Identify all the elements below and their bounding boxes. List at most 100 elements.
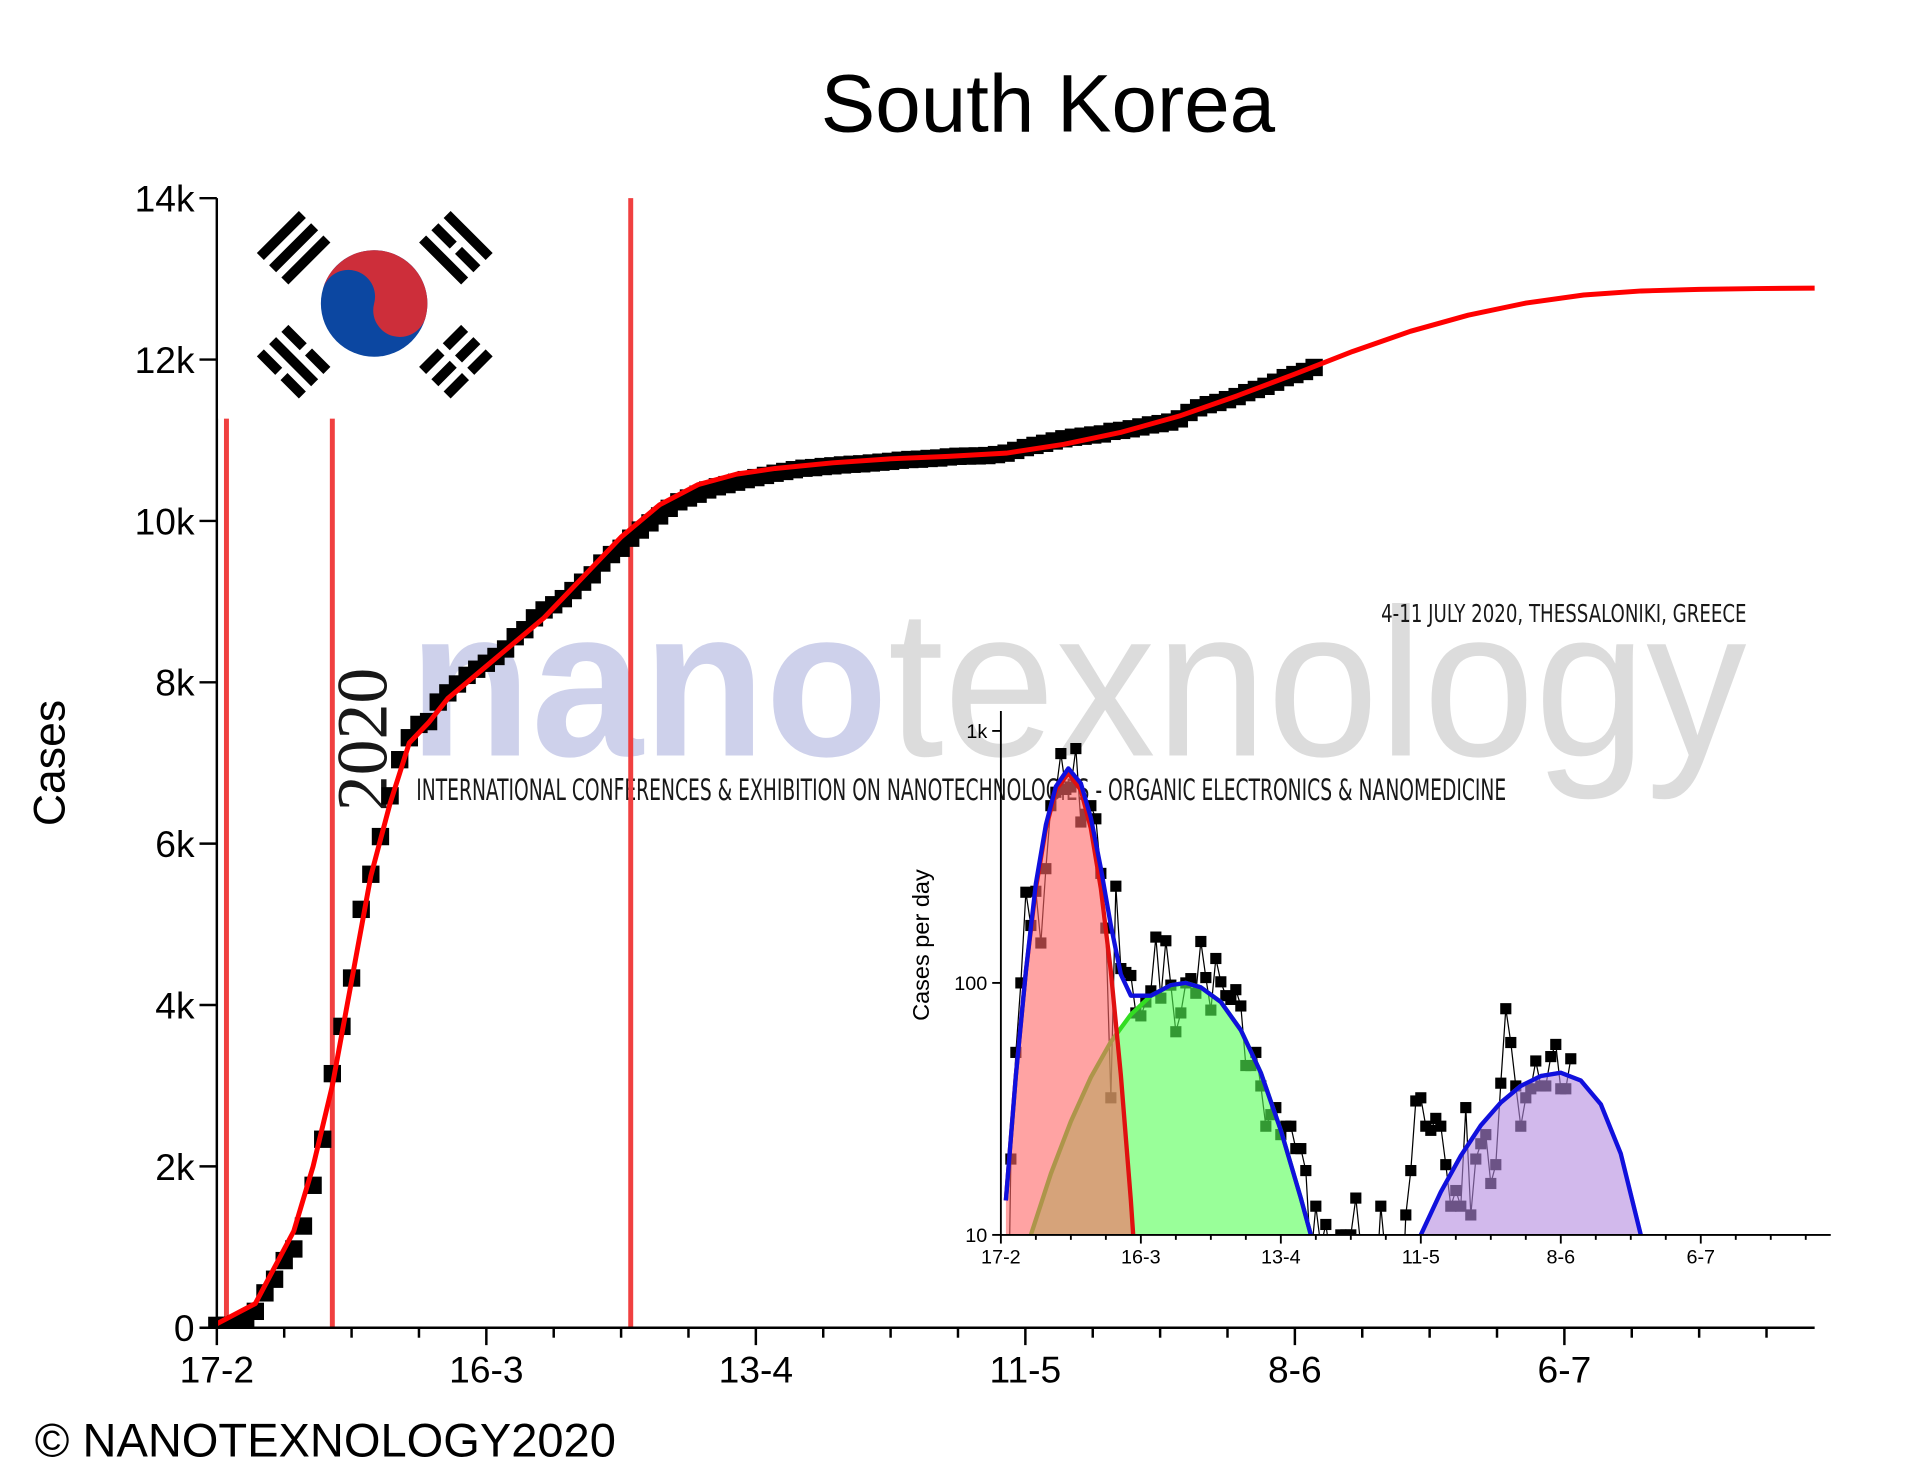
marker — [1430, 1112, 1442, 1124]
copyright: © NANOTEXNOLOGY2020 — [35, 1414, 616, 1467]
marker — [1435, 1120, 1447, 1132]
chart-title: South Korea — [821, 58, 1276, 149]
marker — [1500, 1003, 1512, 1015]
marker — [1055, 748, 1067, 760]
marker — [1385, 1361, 1396, 1372]
marker — [1495, 1077, 1507, 1089]
x-tick-label: 17-2 — [180, 1348, 254, 1390]
marker — [285, 1240, 303, 1258]
x-tick-label: 11-5 — [1402, 1246, 1440, 1268]
y-tick-label: 4k — [155, 984, 195, 1026]
marker — [400, 729, 419, 747]
marker — [1210, 952, 1222, 965]
marker — [1085, 800, 1097, 812]
y-tick-label: 0 — [174, 1307, 195, 1349]
y-axis-label: Cases — [25, 700, 74, 826]
x-tick-label: 17-2 — [981, 1246, 1021, 1268]
marker — [1235, 1000, 1247, 1012]
marker — [1145, 985, 1157, 997]
marker — [1380, 1254, 1391, 1265]
watermark-dates: 4-11 JULY 2020, THESSALONIKI, GREECE — [1381, 599, 1746, 628]
marker — [1225, 993, 1237, 1005]
marker — [1405, 1165, 1417, 1177]
marker — [1395, 1330, 1406, 1341]
y-tick-label: 12k — [135, 339, 195, 381]
y-tick-label: 14k — [135, 178, 195, 220]
marker — [1330, 1285, 1341, 1296]
plot-area — [208, 285, 1815, 1328]
marker — [1270, 1102, 1282, 1114]
marker — [1375, 1200, 1387, 1212]
marker — [1370, 1285, 1381, 1296]
line — [1418, 1070, 1643, 1235]
marker — [1305, 1254, 1316, 1265]
marker — [1250, 1046, 1262, 1058]
marker — [1150, 931, 1162, 943]
marker — [1215, 976, 1227, 988]
y-tick-label: 6k — [155, 823, 195, 865]
watermark-brand-b: texnology — [888, 565, 1747, 801]
marker — [1300, 1165, 1312, 1177]
marker — [1160, 935, 1172, 947]
watermark-brand: nanotexnology — [409, 565, 1747, 801]
inset-plot: 10 100 1k 17-2 16-3 13-4 11-5 8-6 6-7 — [954, 710, 1831, 1416]
x-tick-label: 6-7 — [1686, 1246, 1715, 1268]
marker — [1295, 1143, 1307, 1155]
marker — [1545, 1051, 1557, 1063]
x-tick-label: 8-6 — [1546, 1246, 1575, 1268]
marker — [1315, 1241, 1326, 1252]
y-tick-label: 8k — [155, 662, 195, 704]
x-tick-label: 16-3 — [1121, 1246, 1161, 1268]
marker — [1425, 1124, 1437, 1136]
marker — [1195, 935, 1207, 948]
y-tick-label: 10k — [135, 500, 195, 542]
marker — [1550, 1038, 1562, 1051]
x-tick-label: 11-5 — [990, 1348, 1062, 1390]
flag-trigram — [419, 210, 493, 285]
marker — [1390, 1405, 1401, 1416]
watermark: 2020 nanotexnology 4-11 JULY 2020, THESS… — [323, 565, 1747, 812]
marker — [1185, 973, 1197, 985]
flag-trigram — [419, 324, 493, 399]
watermark-brand-a: nano — [409, 565, 888, 801]
y-tick-label: 100 — [954, 973, 987, 995]
y-tick-label: 10 — [965, 1225, 987, 1247]
x-tick-label: 8-6 — [1268, 1348, 1322, 1390]
marker — [1110, 880, 1122, 892]
flag-trigram — [256, 210, 331, 285]
marker — [1355, 1241, 1366, 1252]
marker — [1400, 1209, 1412, 1221]
x-tick-label: 6-7 — [1538, 1348, 1592, 1390]
marker — [1530, 1055, 1542, 1067]
area — [1420, 1072, 1641, 1235]
marker — [1320, 1218, 1332, 1231]
marker — [1345, 1229, 1357, 1235]
main-plot: 0 2k 4k 6k 8k 10k 12k 14k 17-2 16-3 13-4 11-5 8-6 6-7 — [135, 178, 1815, 1390]
marker — [1565, 1053, 1577, 1065]
marker — [1460, 1102, 1472, 1114]
marker — [1440, 1159, 1452, 1171]
marker — [1350, 1192, 1362, 1204]
x-tick-label: 13-4 — [719, 1348, 793, 1390]
inset-y-axis-label: Cases per day — [908, 869, 934, 1021]
plot-area — [1003, 743, 1643, 1416]
marker — [1010, 1046, 1022, 1058]
marker — [1015, 977, 1027, 989]
marker — [1020, 886, 1032, 898]
marker — [1230, 984, 1242, 996]
x-tick-label: 16-3 — [449, 1348, 523, 1390]
marker — [217, 1316, 236, 1328]
watermark-tagline: INTERNATIONAL CONFERENCES & EXHIBITION O… — [416, 773, 1506, 808]
marker — [1415, 1092, 1427, 1104]
y-tick-label: 2k — [155, 1146, 195, 1188]
y-tick-label: 1k — [966, 721, 987, 743]
flag-taeguk-red — [322, 250, 428, 337]
marker — [1365, 1241, 1376, 1252]
flag — [218, 185, 493, 419]
marker — [1200, 971, 1212, 984]
flag-trigram — [256, 324, 331, 399]
marker — [1090, 813, 1102, 825]
line — [1003, 766, 1313, 1235]
